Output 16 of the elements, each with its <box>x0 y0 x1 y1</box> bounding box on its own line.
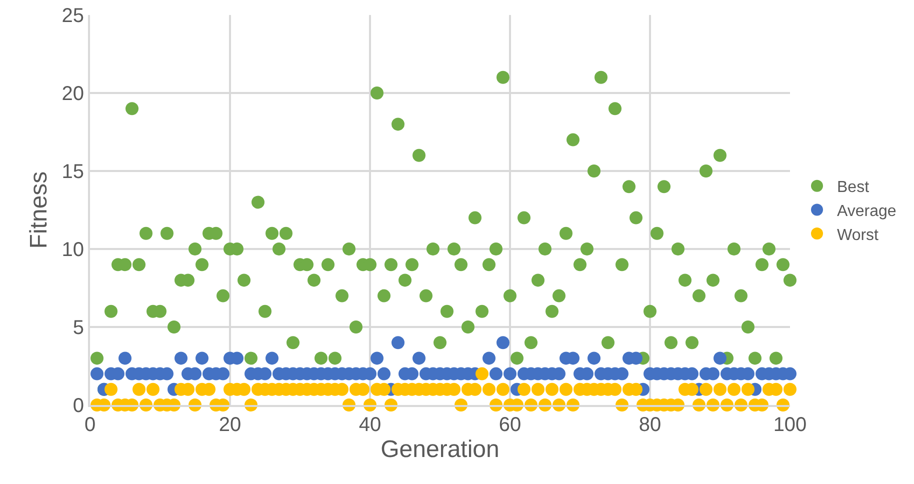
y-tick-label: 0 <box>72 395 84 417</box>
legend-label: Worst <box>837 226 880 244</box>
y-tick-label: 5 <box>72 317 84 339</box>
x-tick-label: 20 <box>218 414 242 436</box>
x-tick-label: 40 <box>358 414 382 436</box>
y-tick-label: 15 <box>62 161 84 183</box>
x-tick-label: 60 <box>498 414 522 436</box>
x-tick-label: 100 <box>773 414 807 436</box>
y-tick-label: 25 <box>62 5 84 27</box>
y-tick-label: 10 <box>62 239 84 261</box>
legend-label: Average <box>837 202 896 220</box>
legend-label: Best <box>837 179 870 196</box>
x-axis-title: Generation <box>380 436 500 463</box>
y-tick-label: 20 <box>62 83 84 105</box>
y-axis-title: Fitness <box>25 171 52 249</box>
x-tick-label: 80 <box>638 414 662 436</box>
